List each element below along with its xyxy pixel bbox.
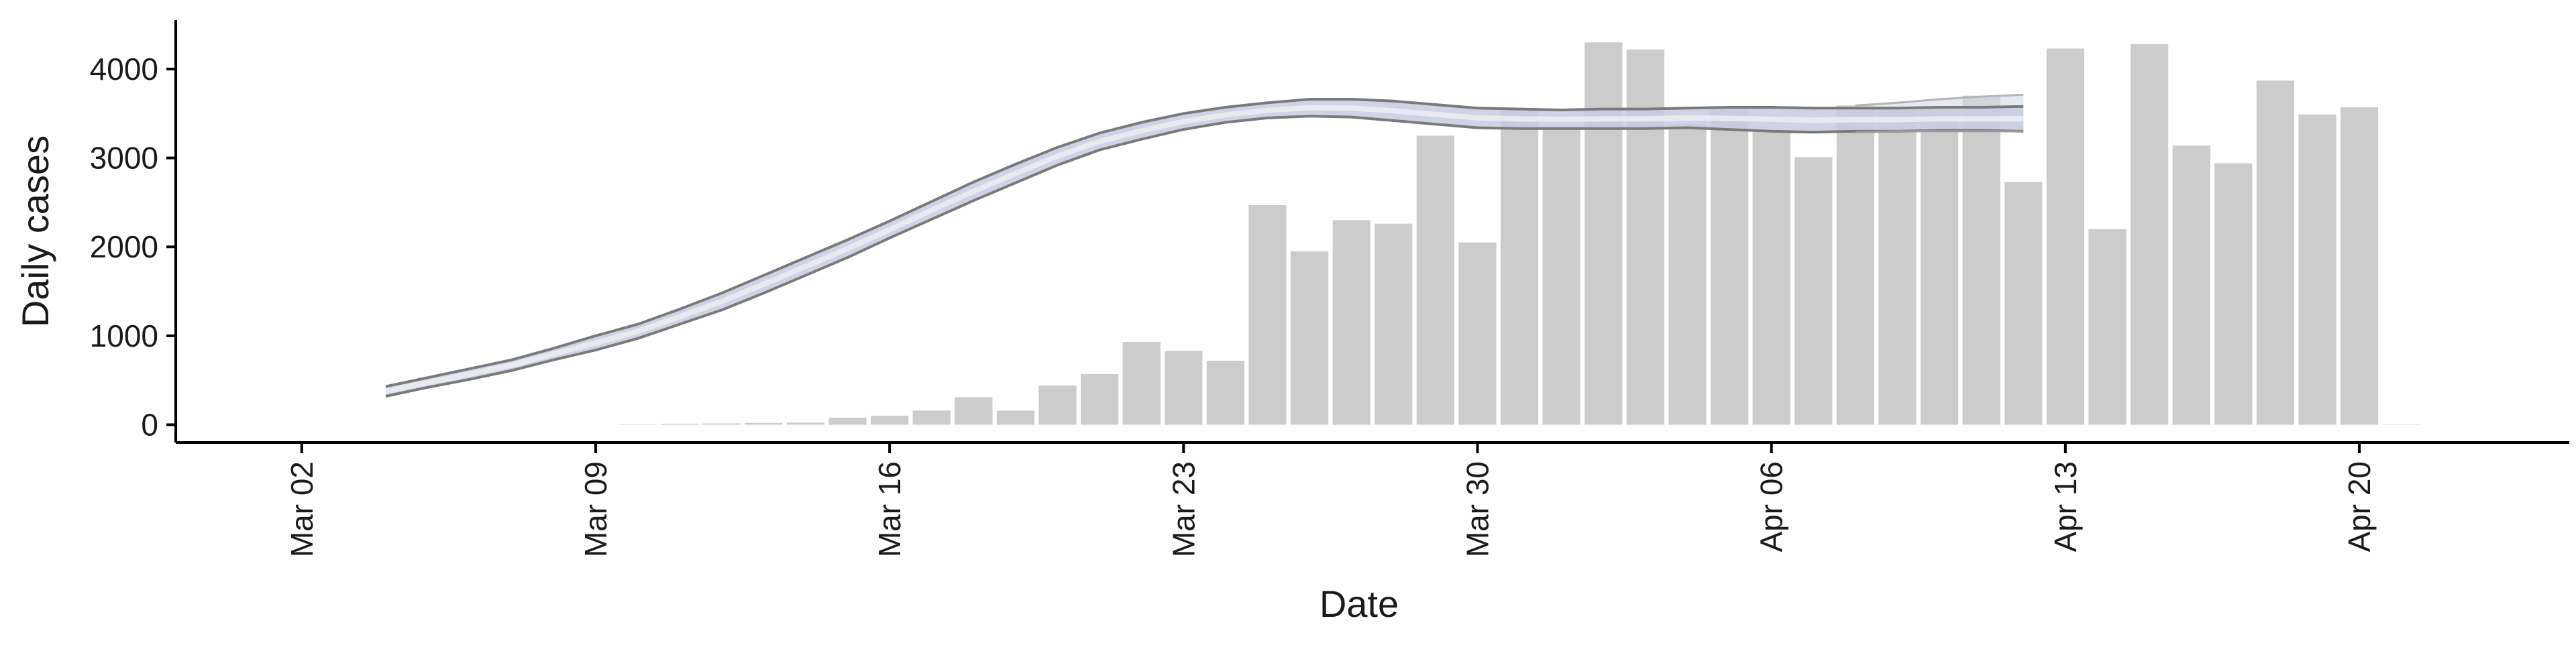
x-tick-label: Apr 06 [1754, 461, 1789, 552]
bar [871, 416, 909, 425]
forecast-upper-line [1855, 93, 2024, 107]
bar [2004, 182, 2043, 425]
bar [619, 424, 657, 425]
x-tick-label: Mar 09 [578, 461, 613, 557]
bar [1752, 130, 1790, 425]
x-axis-title: Date [1320, 583, 1399, 625]
fitted-lower-line [385, 115, 2024, 398]
x-tick-label: Mar 02 [284, 461, 319, 557]
bar [1081, 373, 1119, 425]
forecast-lower-line [1855, 130, 2024, 133]
bar [2130, 44, 2169, 425]
fitted-upper-line [385, 98, 2024, 388]
bar [1668, 124, 1707, 425]
bar [702, 423, 741, 425]
x-tick-label: Mar 23 [1166, 461, 1201, 557]
bar [2172, 145, 2210, 425]
bar [1878, 108, 1917, 425]
bar [912, 410, 951, 425]
y-tick-label: 2000 [90, 229, 158, 264]
bar [745, 422, 783, 425]
y-tick-label: 4000 [90, 52, 158, 86]
bar [1836, 105, 1874, 425]
bar [1500, 109, 1539, 425]
bar [2298, 114, 2337, 425]
bar [786, 422, 825, 425]
bar [1248, 204, 1287, 425]
bar [1794, 157, 1833, 425]
bar [1458, 242, 1497, 425]
bar [1165, 351, 1203, 425]
y-tick-label: 3000 [90, 141, 158, 176]
x-tick-label: Mar 30 [1460, 461, 1495, 557]
x-tick-label: Apr 13 [2048, 461, 2083, 552]
x-tick-label: Mar 16 [872, 461, 907, 557]
bar [1920, 108, 1959, 425]
bar [2382, 424, 2420, 425]
y-tick-label: 1000 [90, 318, 158, 353]
bar [996, 410, 1035, 425]
x-tick-label: Apr 20 [2342, 461, 2377, 552]
axes-layer [174, 20, 2569, 444]
bar [2214, 163, 2253, 425]
bar [2256, 80, 2294, 425]
bar [1710, 106, 1749, 425]
bar [1585, 42, 1623, 425]
bar [828, 417, 867, 425]
bar [1626, 49, 1664, 425]
bar [1038, 386, 1077, 425]
bar [1542, 127, 1580, 425]
y-ticks: 0 1000 2000 3000 4000 [90, 52, 176, 442]
fitted-median-line [385, 105, 2024, 394]
bar [2088, 229, 2127, 425]
bar [2340, 107, 2379, 425]
bar [1416, 135, 1454, 425]
bar [1290, 251, 1329, 425]
x-ticks: Mar 02 Mar 09 Mar 16 Mar 23 Mar 30 Apr 06 Apr … [284, 443, 2377, 557]
y-tick-label: 0 [141, 407, 158, 442]
y-axis-title: Daily cases [14, 135, 56, 327]
bars-layer [619, 42, 2420, 425]
fitted-band-layer [385, 93, 2024, 398]
bar [1206, 361, 1244, 425]
bar [1332, 220, 1371, 425]
bar [1962, 95, 2000, 425]
bar [955, 397, 993, 425]
bar [1375, 223, 1413, 425]
bar [2046, 48, 2084, 425]
bar [1122, 342, 1161, 425]
fitted-band [386, 99, 2024, 396]
